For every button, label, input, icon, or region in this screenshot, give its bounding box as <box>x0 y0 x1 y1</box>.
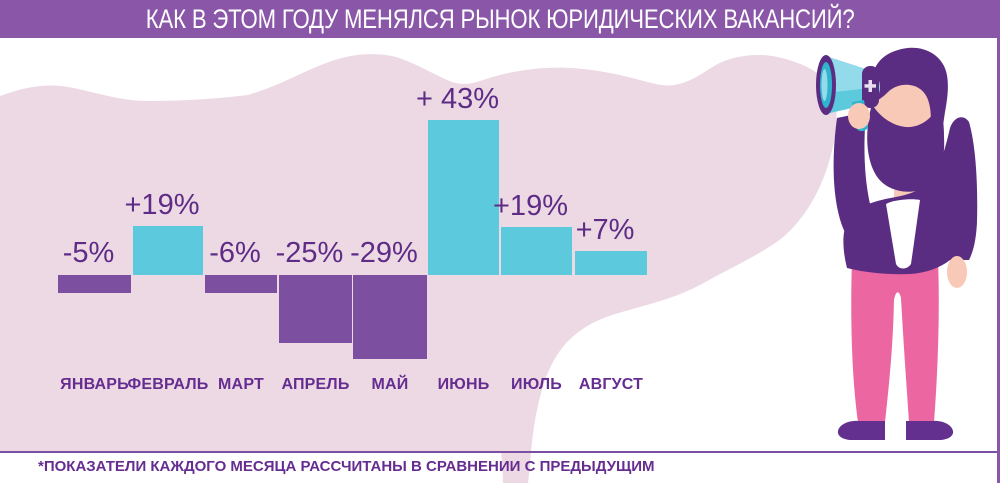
month-label-август: АВГУСТ <box>578 376 644 393</box>
bar-июнь <box>428 120 499 275</box>
month-label-июль: ИЮЛЬ <box>511 376 562 393</box>
man-with-megaphone-illustration <box>816 47 978 440</box>
bar-август <box>575 251 647 275</box>
bar-июль <box>501 227 572 275</box>
month-label-январь: ЯНВАРЬ <box>60 376 129 393</box>
man-pants <box>851 258 939 422</box>
right-edge-accent <box>997 0 1000 483</box>
value-label-апрель: -25% <box>275 237 344 269</box>
bar-март <box>205 275 277 293</box>
man-beard <box>867 104 945 192</box>
man-shirt <box>886 199 920 269</box>
man-left-shoe <box>837 420 885 440</box>
footer-divider-line <box>0 451 1000 453</box>
footnote-text: *ПОКАЗАТЕЛИ КАЖДОГО МЕСЯЦА РАССЧИТАНЫ В … <box>38 458 655 475</box>
value-label-июль: +19% <box>493 190 568 222</box>
megaphone-icon <box>816 55 880 132</box>
bar-апрель <box>279 275 352 343</box>
page-title: КАК В ЭТОМ ГОДУ МЕНЯЛСЯ РЫНОК ЮРИДИЧЕСКИ… <box>145 3 855 34</box>
value-label-январь: -5% <box>62 237 115 269</box>
bar-май <box>353 275 427 359</box>
value-label-февраль: +19% <box>124 189 200 221</box>
man-sweater <box>843 117 978 275</box>
month-label-май: МАЙ <box>371 376 409 393</box>
bar-январь <box>58 275 131 293</box>
month-label-апрель: АПРЕЛЬ <box>281 376 350 393</box>
man-left-hand <box>848 103 870 129</box>
man-raised-arm <box>833 112 876 239</box>
man-right-hand <box>947 256 967 288</box>
value-label-март: -6% <box>209 237 261 269</box>
value-label-июнь: + 43% <box>415 83 500 115</box>
header-bar: КАК В ЭТОМ ГОДУ МЕНЯЛСЯ РЫНОК ЮРИДИЧЕСКИ… <box>0 0 1000 38</box>
bar-февраль <box>133 226 203 275</box>
man-right-shoe <box>906 420 954 440</box>
man-hair <box>871 47 948 149</box>
value-label-май: -29% <box>350 237 418 269</box>
month-label-март: МАРТ <box>218 376 264 393</box>
month-label-июнь: ИЮНЬ <box>437 376 490 393</box>
value-label-август: +7% <box>575 214 635 246</box>
month-label-февраль: ФЕВРАЛЬ <box>127 376 209 393</box>
